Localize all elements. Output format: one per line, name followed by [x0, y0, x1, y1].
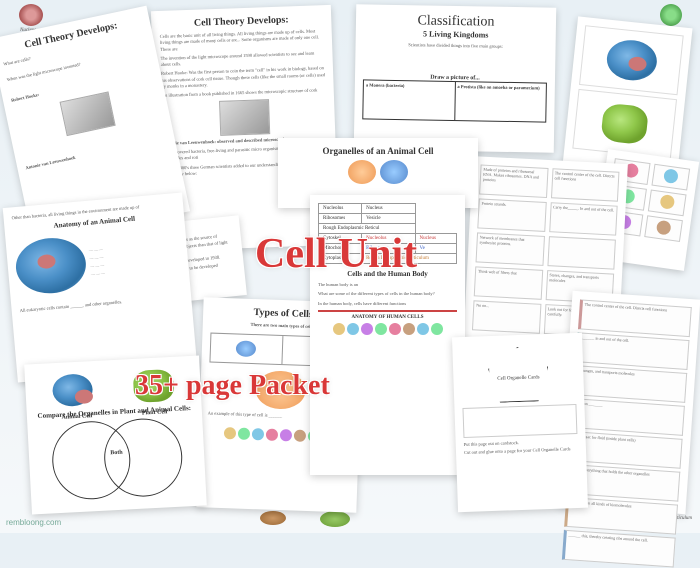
oc-h2: Cut out and glue onto a page for your Ce… [464, 446, 578, 456]
org-b1: The human body is an [318, 282, 457, 288]
ct2-title: Cell Theory Develops: [159, 13, 323, 30]
org-r4c2: Ve [415, 244, 456, 254]
org-r1c0: Ribosomes [319, 214, 362, 224]
green-cell-art-1 [600, 103, 649, 145]
cc8: ______ this, thereby creating ribs aroun… [562, 530, 676, 568]
ct1-n2: Antonie van Leeuwenhoek [25, 135, 167, 171]
pentagon: Cell Organelle Cards [487, 346, 549, 403]
bottom-art-1 [260, 511, 286, 525]
cc3: changes, and transports molecules [573, 365, 687, 403]
ct2-image [219, 99, 270, 136]
page-classification: Classification 5 Living Kingdoms Scienti… [354, 4, 557, 152]
cmp-art1 [52, 373, 94, 407]
org-b3: In the human body, cells have different … [318, 301, 457, 307]
cg3: Protein strands. [477, 198, 546, 231]
class-draw-box: a Monera (bacteria) a Protista (like an … [362, 80, 547, 123]
overlay-main: Cell Unit [255, 230, 417, 278]
org-r3c2: Nucleus [415, 234, 456, 244]
venn-right-label: Plant Cell [142, 409, 168, 416]
org-r1c1: Vesicle [362, 214, 415, 224]
cc4: No on _______ [571, 398, 685, 436]
org-r0c0: Nucleolus [319, 204, 362, 214]
org-title: Organelles of an Animal Cell [286, 146, 470, 156]
blue-cell-art-1 [604, 38, 658, 83]
org-b2: What are some of the different types of … [318, 291, 457, 297]
org-art-1 [348, 160, 376, 184]
page-org-cards: Cell Organelle Cards Put this page out o… [452, 333, 588, 512]
org-r0c1: Nucleus [362, 204, 415, 214]
venn-left-label: Animal Cell [61, 413, 92, 421]
page-animal-cell: Other than bacteria, all living things i… [3, 192, 198, 382]
cg1: Made of proteins and ribosomal RNA. Make… [479, 164, 548, 197]
cg2: The control center of the cell. Directs … [550, 168, 619, 201]
ct2-l3: Robert Hooke: Was the first person to co… [161, 66, 326, 91]
ct2-intro: Cells are the basic unit of all living t… [160, 28, 325, 53]
cc1: The control center of the cell. Directs … [578, 299, 692, 337]
cg4: Carry the_____. In and out of the cell. [549, 202, 618, 235]
bottom-art-2 [320, 511, 350, 527]
pentagon-title: Cell Organelle Cards [497, 375, 539, 381]
class-line: Scientists have divided things into five… [364, 41, 548, 51]
ac-cell-art [14, 236, 89, 297]
class-sub: 5 Living Kingdoms [364, 28, 548, 40]
class-right: a Protista (like an amoeba or paramecium… [455, 82, 546, 122]
cg7: Think web of fibers that [474, 266, 543, 299]
cg5: Network of membranes that synthesize pro… [476, 232, 545, 265]
cc2: ______ in and out of the cell. [576, 332, 690, 370]
watermark: rembloong.com [6, 518, 61, 527]
overlay-sub: 35+ page Packet [135, 370, 330, 402]
class-left: a Monera (bacteria) [363, 81, 455, 121]
org-bio-dots [318, 320, 457, 338]
org-art-2 [380, 160, 408, 184]
venn-center-label: Both [110, 450, 123, 457]
cg6 [547, 236, 616, 269]
cg9: No on... [472, 300, 541, 333]
venn-diagram: Animal Cell Plant Cell Both [50, 417, 184, 504]
ct1-image [59, 91, 115, 136]
types-art1 [236, 341, 257, 358]
